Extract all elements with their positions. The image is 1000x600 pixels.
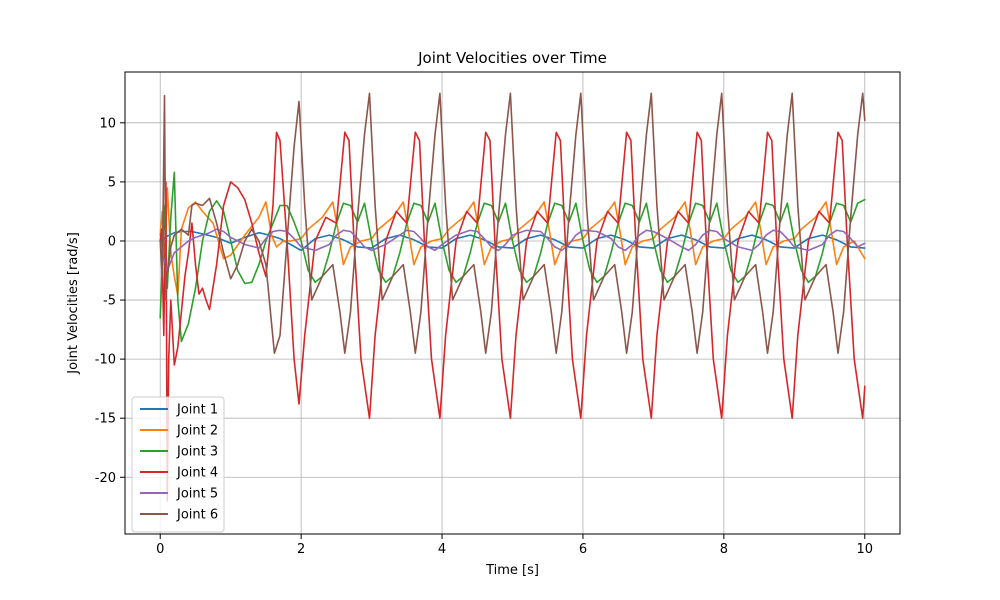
y-axis-label: Joint Velocities [rad/s] [66, 232, 81, 375]
y-tick-label: -20 [95, 471, 116, 486]
series-group [159, 92, 866, 502]
series-line-joint-4 [159, 131, 866, 502]
x-tick-label: 4 [438, 542, 446, 557]
x-tick-label: 8 [720, 542, 728, 557]
series-line-joint-6 [159, 92, 866, 355]
y-tick-label: -5 [103, 294, 116, 309]
legend-label-joint-1: Joint 1 [176, 403, 218, 418]
y-tick-label: 5 [108, 175, 116, 190]
y-axis: -20 -15 -10 -5 0 5 10 [95, 116, 125, 486]
legend-label-joint-6: Joint 6 [176, 508, 218, 523]
y-tick-label: 10 [99, 116, 116, 131]
legend: Joint 1 Joint 2 Joint 3 Joint 4 Joint 5 Joint… [131, 396, 225, 533]
series-line-joint-5 [159, 228, 866, 272]
chart-title: Joint Velocities over Time [417, 49, 607, 67]
y-tick-label: 0 [108, 234, 116, 249]
x-axis: 0 2 4 6 8 10 [156, 534, 873, 557]
x-axis-label: Time [s] [485, 563, 539, 578]
y-tick-label: -10 [95, 353, 116, 368]
x-tick-label: 0 [156, 542, 164, 557]
series-line-joint-2 [159, 187, 866, 297]
legend-label-joint-5: Joint 5 [176, 487, 218, 502]
y-tick-label: -15 [95, 412, 116, 427]
legend-label-joint-3: Joint 3 [176, 445, 218, 460]
x-tick-label: 2 [297, 542, 305, 557]
plot-frame [124, 71, 901, 535]
legend-label-joint-2: Joint 2 [176, 424, 218, 439]
x-tick-label: 10 [856, 542, 873, 557]
legend-label-joint-4: Joint 4 [176, 466, 218, 481]
x-tick-label: 6 [579, 542, 587, 557]
